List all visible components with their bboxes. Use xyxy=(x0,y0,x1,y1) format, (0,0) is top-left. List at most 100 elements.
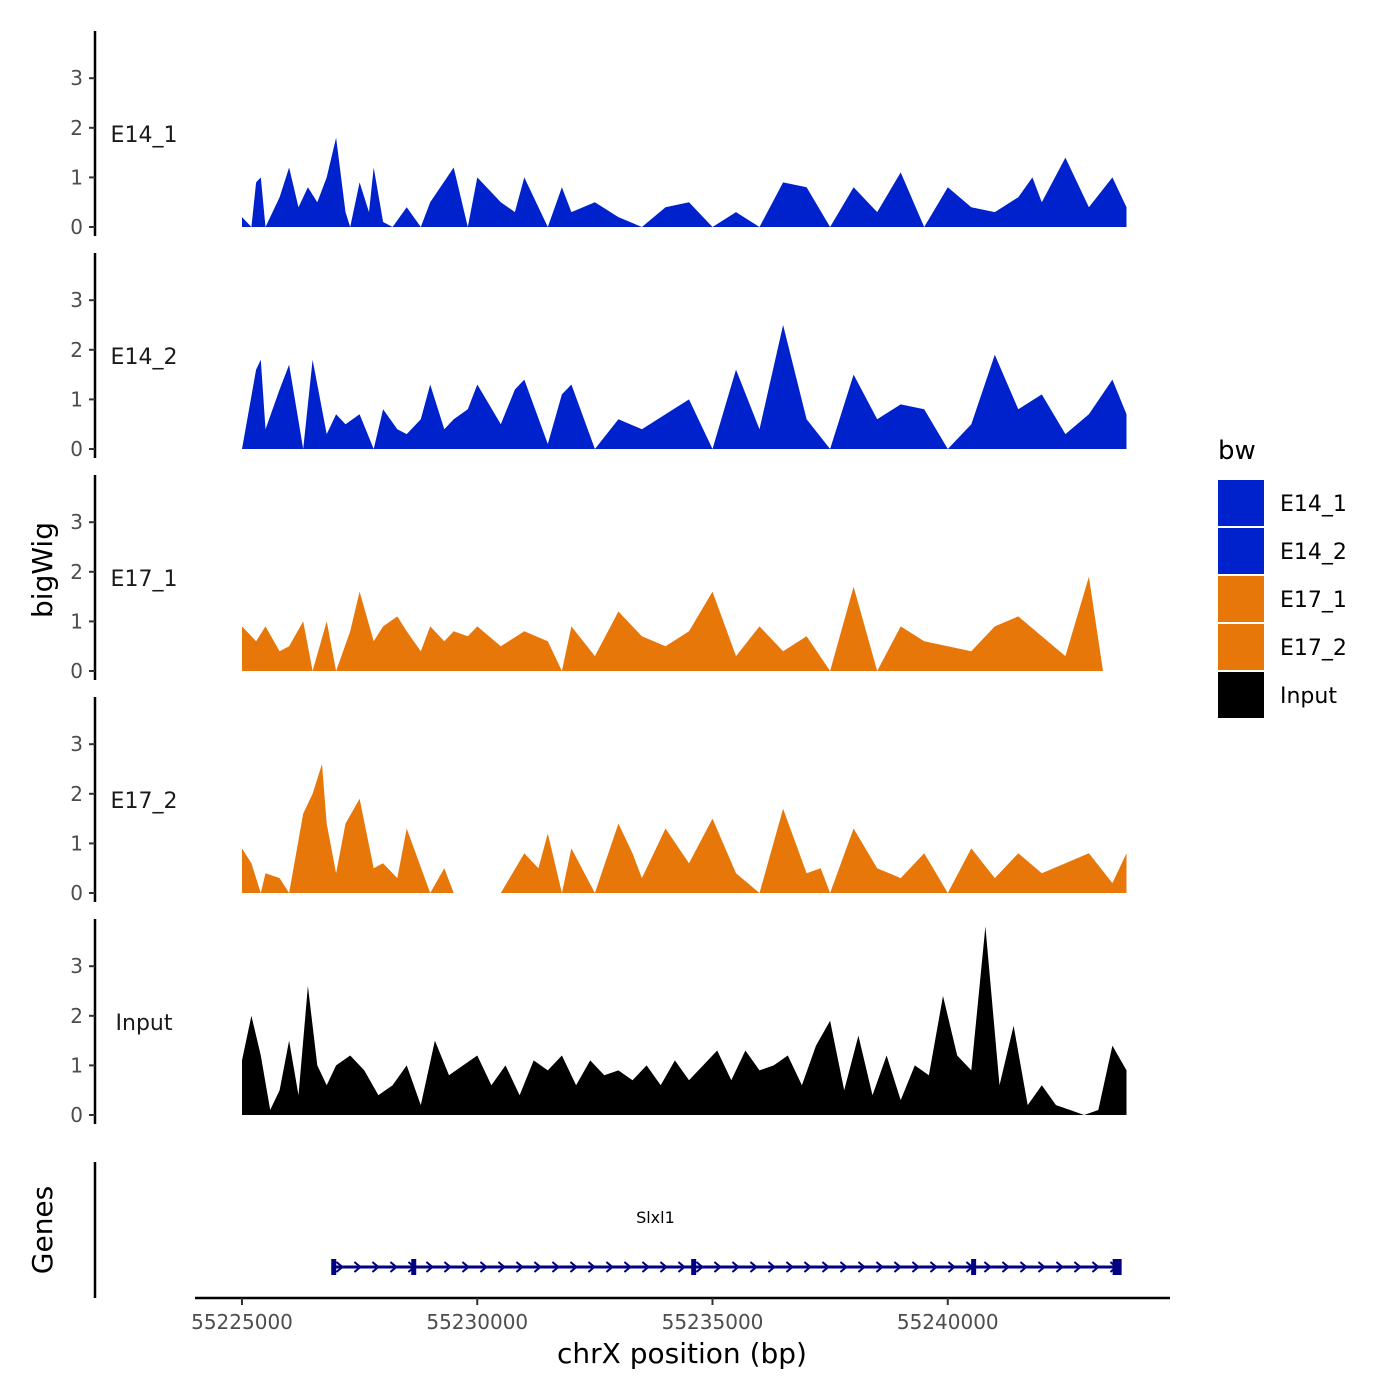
strand-arrow xyxy=(1019,1261,1028,1273)
strand-arrow xyxy=(641,1261,650,1273)
strand-arrow xyxy=(623,1261,632,1273)
signal-area-E17_2 xyxy=(242,764,1127,893)
strand-arrow xyxy=(587,1261,596,1273)
legend-label: E17_1 xyxy=(1280,588,1347,613)
strand-arrow xyxy=(479,1261,488,1273)
track-E17_1: 0 1 2 3 E17_1 xyxy=(70,475,1127,683)
strand-arrow xyxy=(1055,1261,1064,1273)
strand-arrow xyxy=(1001,1261,1010,1273)
legend-key-E14_1 xyxy=(1218,480,1264,526)
track-label: E17_2 xyxy=(111,789,178,814)
y-tick-label: 2 xyxy=(70,116,83,140)
strand-arrow xyxy=(677,1261,686,1273)
signal-area-Input xyxy=(242,926,1127,1115)
strand-arrow xyxy=(821,1261,830,1273)
strand-arrow xyxy=(353,1261,362,1273)
genes-track: Slxl1 xyxy=(93,1162,1122,1298)
y-tick-label: 1 xyxy=(70,831,83,855)
y-tick-label: 0 xyxy=(70,659,83,683)
legend-label: E14_1 xyxy=(1280,492,1347,517)
legend-label: E17_2 xyxy=(1280,636,1347,661)
bigwig-tracks: 0 1 2 3 E14_1 0 1 2 3 E14_2 0 1 2 3 E17_1 0 1 2 3 E17_2 0 1 2 3… xyxy=(70,31,1127,1127)
strand-arrow xyxy=(749,1261,758,1273)
exon xyxy=(331,1259,337,1275)
x-tick-label: 55240000 xyxy=(897,1310,999,1334)
x-axis: 55225000 55230000 55235000 55240000 xyxy=(191,1296,1170,1334)
y-tick-label: 1 xyxy=(70,609,83,633)
strand-arrow xyxy=(389,1261,398,1273)
signal-area-E14_1 xyxy=(242,137,1127,227)
track-E17_2: 0 1 2 3 E17_2 xyxy=(70,697,1127,905)
strand-arrow xyxy=(515,1261,524,1273)
x-tick-label: 55225000 xyxy=(191,1310,293,1334)
y-tick-label: 1 xyxy=(70,1053,83,1077)
y-tick-label: 2 xyxy=(70,338,83,362)
strand-arrow xyxy=(713,1261,722,1273)
strand-arrow xyxy=(929,1261,938,1273)
legend-title: bw xyxy=(1218,436,1256,466)
strand-arrow xyxy=(659,1261,668,1273)
x-axis-title: chrX position (bp) xyxy=(557,1337,807,1370)
strand-arrow xyxy=(983,1261,992,1273)
y-tick-label: 1 xyxy=(70,165,83,189)
y-tick-label: 3 xyxy=(70,954,83,978)
strand-arrow xyxy=(1073,1261,1082,1273)
strand-arrow xyxy=(767,1261,776,1273)
y-axis-title: bigWig xyxy=(26,522,59,618)
legend-key-E14_2 xyxy=(1218,528,1264,574)
track-label: E14_1 xyxy=(111,123,178,148)
x-tick-label: 55235000 xyxy=(662,1310,764,1334)
strand-arrow xyxy=(785,1261,794,1273)
y-tick-label: 3 xyxy=(70,510,83,534)
y-tick-label: 2 xyxy=(70,560,83,584)
track-E14_1: 0 1 2 3 E14_1 xyxy=(70,31,1127,239)
signal-area-E17_1 xyxy=(242,576,1127,671)
strand-arrow xyxy=(839,1261,848,1273)
strand-arrow xyxy=(371,1261,380,1273)
track-label: E17_1 xyxy=(111,567,178,592)
genes-axis-title: Genes xyxy=(26,1186,59,1274)
exon xyxy=(691,1259,697,1275)
track-Input: 0 1 2 3 Input xyxy=(70,919,1127,1127)
y-tick-label: 3 xyxy=(70,66,83,90)
y-tick-label: 3 xyxy=(70,732,83,756)
y-tick-label: 2 xyxy=(70,1004,83,1028)
strand-arrow xyxy=(695,1261,704,1273)
gene-name-label: Slxl1 xyxy=(636,1208,675,1227)
legend-label: Input xyxy=(1280,684,1337,709)
exon xyxy=(971,1259,977,1275)
y-tick-label: 1 xyxy=(70,387,83,411)
strand-arrow xyxy=(731,1261,740,1273)
y-tick-label: 0 xyxy=(70,437,83,461)
strand-arrow xyxy=(443,1261,452,1273)
strand-arrow xyxy=(605,1261,614,1273)
strand-arrow xyxy=(497,1261,506,1273)
y-tick-label: 0 xyxy=(70,215,83,239)
legend-label: E14_2 xyxy=(1280,540,1347,565)
legend-key-E17_1 xyxy=(1218,576,1264,622)
y-tick-label: 3 xyxy=(70,288,83,312)
strand-arrow xyxy=(425,1261,434,1273)
signal-area-E14_2 xyxy=(242,325,1127,449)
y-tick-label: 0 xyxy=(70,1103,83,1127)
strand-arrow xyxy=(875,1261,884,1273)
x-tick-label: 55230000 xyxy=(426,1310,528,1334)
strand-arrow xyxy=(911,1261,920,1273)
exon xyxy=(1112,1259,1122,1275)
strand-arrow xyxy=(569,1261,578,1273)
y-tick-label: 0 xyxy=(70,881,83,905)
strand-arrow xyxy=(1091,1261,1100,1273)
exon xyxy=(411,1259,417,1275)
strand-arrow xyxy=(893,1261,902,1273)
strand-arrow xyxy=(857,1261,866,1273)
strand-arrow xyxy=(335,1261,344,1273)
strand-arrow xyxy=(803,1261,812,1273)
strand-arrow xyxy=(533,1261,542,1273)
legend: bw E14_1 E14_2 E17_1 E17_2 Input xyxy=(1218,436,1347,718)
y-tick-label: 2 xyxy=(70,782,83,806)
strand-arrow xyxy=(1037,1261,1046,1273)
track-label: Input xyxy=(116,1011,173,1036)
strand-arrow xyxy=(461,1261,470,1273)
track-E14_2: 0 1 2 3 E14_2 xyxy=(70,253,1127,461)
